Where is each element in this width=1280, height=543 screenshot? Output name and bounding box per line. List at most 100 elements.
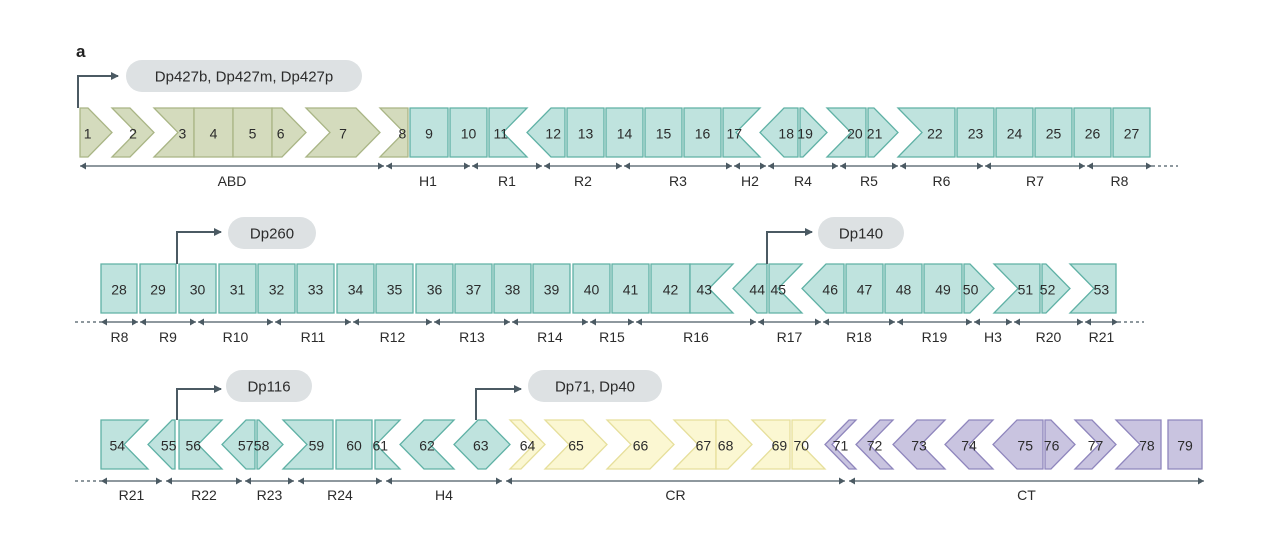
domain-label: R13	[459, 329, 485, 345]
domain-arrowhead-right	[892, 162, 898, 170]
exon-shape	[526, 107, 566, 158]
exon-number: 32	[269, 282, 285, 298]
exon-number: 12	[545, 126, 561, 142]
exon-67: 67	[672, 419, 717, 470]
exon-number: 26	[1085, 126, 1101, 142]
exon-number: 46	[822, 282, 838, 298]
exon-shape	[956, 107, 995, 158]
exon-shape	[572, 263, 611, 314]
domain-arrowhead-right	[267, 318, 273, 326]
exon-shape	[715, 419, 753, 470]
exon-18: 18	[759, 107, 799, 158]
exon-shape	[672, 419, 717, 470]
exon-number: 73	[911, 438, 927, 454]
exon-shape	[566, 107, 605, 158]
promoter-bubble	[126, 60, 362, 92]
domain-r18: R18	[823, 318, 895, 345]
domain-arrowhead-left	[101, 477, 107, 485]
exon-77: 77	[1073, 419, 1117, 470]
exon-shape	[454, 263, 493, 314]
domain-arrowhead-left	[140, 318, 146, 326]
exon-shape	[79, 107, 113, 158]
exon-shape	[508, 419, 546, 470]
exon-20: 20	[825, 107, 867, 158]
exon-number: 74	[961, 438, 977, 454]
exon-45: 45	[768, 263, 804, 314]
exon-39: 39	[532, 263, 571, 314]
exon-31: 31	[218, 263, 257, 314]
domain-r7: R7	[985, 162, 1085, 189]
exon-51: 51	[992, 263, 1041, 314]
exon-shape	[824, 419, 858, 470]
exon-number: 6	[277, 126, 285, 142]
domain-r16: R16	[636, 318, 756, 345]
exon-74: 74	[944, 419, 995, 470]
domain-r4: R4	[768, 162, 838, 189]
exon-shape	[375, 263, 414, 314]
promoter-arrow	[176, 228, 222, 264]
panel-label: a	[76, 42, 86, 61]
exon-number: 16	[695, 126, 711, 142]
exon-shape	[449, 107, 488, 158]
domain-arrowhead-right	[1198, 477, 1204, 485]
exon-number: 60	[346, 438, 362, 454]
domain-arrowhead-left	[166, 477, 172, 485]
exon-12: 12	[526, 107, 566, 158]
domain-r5: R5	[840, 162, 898, 189]
exon-shape	[532, 263, 571, 314]
exon-number: 37	[466, 282, 482, 298]
exon-23: 23	[956, 107, 995, 158]
exon-59: 59	[281, 419, 334, 470]
domain-label: R15	[599, 329, 625, 345]
promoter-1: Dp427b, Dp427m, Dp427p	[77, 60, 362, 108]
domain-arrowhead-left	[506, 477, 512, 485]
exon-78: 78	[1114, 419, 1162, 470]
exon-10: 10	[449, 107, 488, 158]
exon-21: 21	[867, 107, 899, 158]
domain-label: R18	[846, 329, 872, 345]
exon-shape	[178, 419, 224, 470]
promoter-label: Dp427b, Dp427m, Dp427p	[155, 69, 333, 86]
exon-number: 44	[749, 282, 765, 298]
domain-label: R7	[1026, 173, 1044, 189]
exon-number: 31	[230, 282, 246, 298]
exon-73: 73	[892, 419, 947, 470]
domain-r11: R11	[275, 318, 351, 345]
exon-number: 71	[833, 438, 849, 454]
promoter-arrow	[77, 72, 119, 108]
exon-71: 71	[824, 419, 858, 470]
domain-h2: H2	[734, 162, 766, 189]
exon-34: 34	[336, 263, 375, 314]
domain-arrowhead-right	[832, 162, 838, 170]
domain-arrowhead-left	[198, 318, 204, 326]
exon-shape	[493, 263, 532, 314]
exon-shape	[543, 419, 608, 470]
exon-shape	[488, 107, 529, 158]
exon-shape	[152, 107, 195, 158]
exon-number: 45	[771, 282, 787, 298]
exon-25: 25	[1034, 107, 1073, 158]
domain-label: H3	[984, 329, 1002, 345]
domain-arrowhead-right	[496, 477, 502, 485]
exon-16: 16	[683, 107, 722, 158]
exon-shape	[296, 263, 335, 314]
exon-shape	[799, 107, 828, 158]
domain-arrowhead-right	[504, 318, 510, 326]
exon-44: 44	[732, 263, 768, 314]
exon-11: 11	[488, 107, 529, 158]
exon-number: 69	[772, 438, 788, 454]
exon-68: 68	[715, 419, 753, 470]
exon-shape	[683, 107, 722, 158]
exon-number: 4	[210, 126, 218, 142]
domain-arrowhead-right	[839, 477, 845, 485]
exon-number: 14	[617, 126, 633, 142]
domain-r15: R15	[590, 318, 634, 345]
domain-arrowhead-right	[236, 477, 242, 485]
domain-arrowhead-right	[977, 162, 983, 170]
exon-number: 28	[111, 282, 127, 298]
promoter-label: Dp71, Dp40	[555, 379, 635, 396]
exon-79: 79	[1167, 419, 1203, 470]
exon-shape	[271, 107, 307, 158]
domain-arrowhead-right	[966, 318, 972, 326]
exon-number: 38	[505, 282, 521, 298]
